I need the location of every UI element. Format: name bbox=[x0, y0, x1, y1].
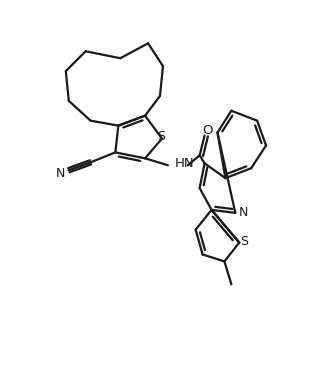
Text: S: S bbox=[157, 130, 165, 143]
Text: N: N bbox=[56, 167, 66, 180]
Text: N: N bbox=[238, 206, 248, 219]
Text: S: S bbox=[240, 235, 248, 248]
Text: O: O bbox=[202, 124, 213, 137]
Text: HN: HN bbox=[175, 157, 195, 170]
